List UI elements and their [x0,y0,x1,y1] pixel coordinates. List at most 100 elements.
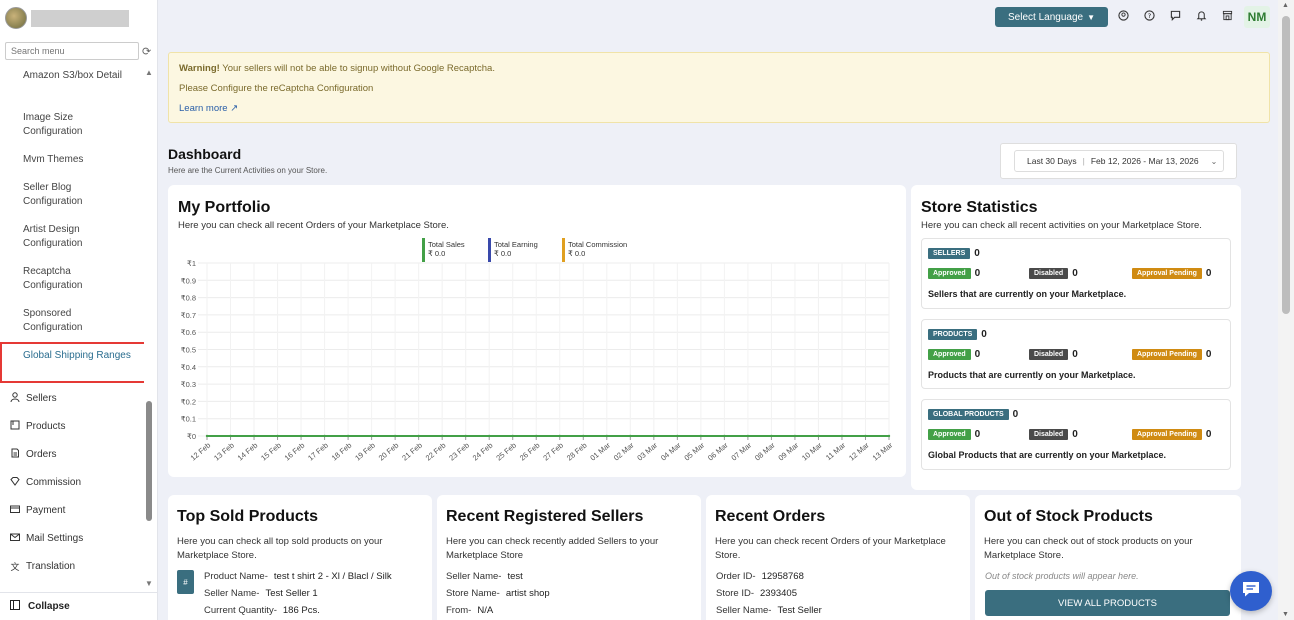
scroll-down-icon[interactable]: ▼ [145,579,153,588]
legend-name: Total Sales [428,240,465,249]
stat-approved: Approved 0 [928,349,980,360]
page-scrollbar[interactable]: ▲ ▼ [1278,0,1294,620]
data-point [229,434,232,438]
sidebar-scroll-thumb[interactable] [146,401,152,521]
scroll-up-icon[interactable]: ▲ [145,68,153,77]
sidebar-item-sellers[interactable]: Sellers [10,392,57,405]
portfolio-card: My Portfolio Here you can check all rece… [168,185,906,477]
sidebar-item-label: Mail Settings [26,533,84,544]
sidebar-item-mail-settings[interactable]: Mail Settings [10,532,83,545]
learn-more-link[interactable]: Learn more ↗ [179,103,1259,114]
stat-pending: Approval Pending 0 [1132,349,1211,360]
sidebar-item-mvm-themes[interactable]: Mvm Themes [23,154,84,165]
portfolio-title: My Portfolio [178,199,271,216]
out-of-stock-subtitle: Here you can check out of stock products… [984,536,1193,561]
sidebar-item-global-shipping[interactable]: Global Shipping Ranges [23,350,131,361]
chat-icon[interactable] [1168,10,1182,24]
recent-sellers-card: Recent Registered Sellers Here you can c… [437,495,701,620]
sidebar-menu: Amazon S3/box Detail Image Size Configur… [0,66,144,588]
disabled-count: 0 [1072,268,1078,279]
y-tick-label: ₹1 [187,259,196,268]
search-menu-input[interactable] [5,42,139,60]
x-tick-label: 18 Feb [330,441,354,463]
sidebar-item-artist-design[interactable]: Artist Design Configuration [23,224,83,249]
x-tick-label: 16 Feb [283,441,307,463]
x-tick-label: 14 Feb [236,441,260,463]
help-icon[interactable]: ? [1142,10,1156,24]
sidebar-item-recaptcha[interactable]: Recaptcha Configuration [23,266,83,291]
store-logo[interactable] [5,7,27,29]
sellers-badge: SELLERS [928,248,971,259]
out-of-stock-title: Out of Stock Products [984,508,1153,525]
seller-name-value: Test Seller 1 [265,588,318,599]
global-products-stat-box: GLOBAL PRODUCTS 0 Approved 0 Disabled 0 App… [921,399,1231,470]
legend-name: Total Earning [494,240,538,249]
x-tick-label: 25 Feb [494,441,518,463]
sellers-stat-box: SELLERS 0 Approved 0 Disabled 0 Approval Pe… [921,238,1231,309]
from-label: From- [446,605,472,616]
seller-name-row: Seller Name- Test Seller 1 [204,588,318,599]
page-title: Dashboard [168,146,242,162]
external-link-icon: ↗ [230,103,239,114]
approved-badge: Approved [928,429,971,440]
sidebar-item-commission[interactable]: Commission [10,476,81,489]
data-point [535,434,538,438]
data-point [864,434,867,438]
portfolio-subtitle: Here you can check all recent Orders of … [178,220,449,231]
store-name-row: Store Name-artist shop [446,588,550,599]
sidebar-scrollbar[interactable]: ▲ ▼ [145,66,153,588]
store-id-row: Store ID- 2393405 [716,588,797,599]
view-all-products-button[interactable]: VIEW ALL PRODUCTS [985,590,1230,616]
sidebar-item-sponsored[interactable]: Sponsored Configuration [23,308,83,333]
page-scroll-up-icon[interactable]: ▲ [1282,2,1289,9]
disabled-count: 0 [1072,429,1078,440]
y-tick-label: ₹0.7 [181,311,196,320]
stat-pending: Approval Pending 0 [1132,268,1211,279]
collapse-button[interactable]: Collapse [0,592,158,620]
date-range-picker[interactable]: Last 30 Days | Feb 12, 2026 - Mar 13, 20… [1014,150,1224,172]
stat-approved: Approved 0 [928,268,980,279]
sidebar-item-payment[interactable]: Payment [10,504,65,517]
sidebar-item-translation[interactable]: 文 Translation [10,560,75,573]
sidebar-item-orders[interactable]: Orders [10,448,57,461]
document-icon [10,448,20,461]
data-point [393,434,397,438]
order-id-value: 12958768 [761,571,804,582]
store-name-value: artist shop [505,588,550,599]
account-icon[interactable] [1116,10,1130,24]
sidebar-item-image-size[interactable]: Image Size Configuration [23,112,83,137]
store-statistics-title: Store Statistics [921,199,1038,216]
x-tick-label: 12 Mar [847,440,871,462]
y-tick-label: ₹0.4 [181,363,196,372]
user-avatar[interactable]: NM [1244,6,1270,28]
warning-config-text: Please Configure the reCaptcha Configura… [179,83,374,94]
bell-icon[interactable] [1194,10,1208,24]
stat-disabled: Disabled 0 [1029,268,1078,279]
product-name-label: Product Name- [204,571,268,582]
out-of-stock-empty-text: Out of stock products will appear here. [985,571,1139,581]
data-point [723,434,726,438]
y-tick-label: ₹0.6 [181,328,196,337]
page-scroll-down-icon[interactable]: ▼ [1282,611,1289,618]
sidebar-item-products[interactable]: Products [10,420,65,433]
seller-name-row: Seller Name-test [446,571,523,582]
out-of-stock-card: Out of Stock Products Here you can check… [975,495,1241,620]
chat-widget-button[interactable] [1230,571,1272,611]
seller-name-label: Seller Name- [446,571,502,582]
sidebar-item-seller-blog[interactable]: Seller Blog Configuration [23,182,83,207]
store-icon[interactable] [1220,10,1234,24]
x-tick-label: 07 Mar [730,440,754,462]
sidebar-item-amazon-s3[interactable]: Amazon S3/box Detail [23,70,122,81]
x-tick-label: 24 Feb [471,441,495,463]
learn-more-label: Learn more [179,103,228,114]
recent-sellers-title: Recent Registered Sellers [446,508,644,525]
data-point [558,434,561,438]
page-scroll-thumb[interactable] [1282,16,1290,314]
quantity-value: 186 Pcs. [282,605,320,616]
select-language-button[interactable]: Select Language ▼ [995,7,1108,27]
chevron-down-icon: ⌄ [1210,156,1218,166]
pending-count: 0 [1205,268,1212,279]
legend-name: Total Commission [568,240,628,249]
refresh-icon[interactable]: ⟳ [142,45,152,58]
global-products-count: 0 [1012,409,1019,420]
